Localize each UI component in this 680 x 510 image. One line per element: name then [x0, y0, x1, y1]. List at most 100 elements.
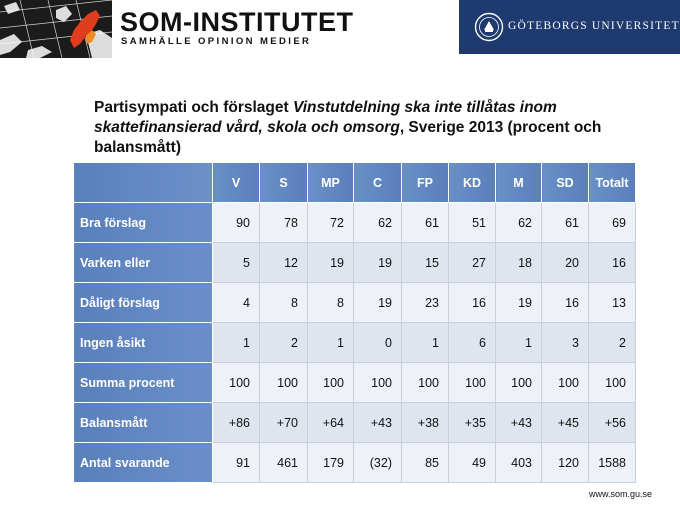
table-cell: 27 — [448, 242, 496, 283]
row-label: Ingen åsikt — [73, 322, 213, 363]
table-cell: +86 — [212, 402, 260, 443]
table-cell: 72 — [307, 202, 354, 243]
table-cell: +56 — [588, 402, 636, 443]
table-cell: 61 — [401, 202, 449, 243]
column-header: Totalt — [588, 162, 636, 203]
row-label: Balansmått — [73, 402, 213, 443]
table-cell: 51 — [448, 202, 496, 243]
table-cell: 100 — [259, 362, 308, 403]
table-cell: 8 — [307, 282, 354, 323]
table-row: Varken eller 5 12 19 19 15 27 18 20 16 — [73, 242, 636, 283]
table-cell: 23 — [401, 282, 449, 323]
table-cell: 62 — [495, 202, 542, 243]
university-name: GÖTEBORGS UNIVERSITET — [508, 20, 680, 32]
column-header: S — [259, 162, 308, 203]
row-label: Bra förslag — [73, 202, 213, 243]
title-part-1: Partisympati och förslaget — [94, 99, 293, 116]
table-cell: 120 — [541, 442, 589, 483]
table-cell: (32) — [353, 442, 402, 483]
table-cell: 8 — [259, 282, 308, 323]
table-cell: 100 — [588, 362, 636, 403]
table-cell: 1 — [495, 322, 542, 363]
org-tagline: SAMHÄLLE OPINION MEDIER — [121, 36, 312, 47]
row-label: Summa procent — [73, 362, 213, 403]
table-cell: 1 — [307, 322, 354, 363]
table-cell: 3 — [541, 322, 589, 363]
table-cell: 2 — [259, 322, 308, 363]
table-cell: 0 — [353, 322, 402, 363]
table-cell: 13 — [588, 282, 636, 323]
header: SOM-INSTITUTET SAMHÄLLE OPINION MEDIER G… — [0, 0, 680, 58]
table-cell: 20 — [541, 242, 589, 283]
row-label: Dåligt förslag — [73, 282, 213, 323]
table-row: Ingen åsikt 1 2 1 0 1 6 1 3 2 — [73, 322, 636, 363]
university-banner — [459, 0, 680, 54]
table-cell: 61 — [541, 202, 589, 243]
table-cell: +45 — [541, 402, 589, 443]
table-cell: 100 — [353, 362, 402, 403]
table-row: Dåligt förslag 4 8 8 19 23 16 19 16 13 — [73, 282, 636, 323]
column-header: M — [495, 162, 542, 203]
table-cell: 5 — [212, 242, 260, 283]
table-cell: 19 — [353, 282, 402, 323]
table-cell: +43 — [353, 402, 402, 443]
row-label: Varken eller — [73, 242, 213, 283]
results-table: V S MP C FP KD M SD Totalt Bra förslag 9… — [73, 162, 636, 483]
table-cell: 16 — [448, 282, 496, 323]
table-cell: 100 — [401, 362, 449, 403]
column-header: V — [212, 162, 260, 203]
title-part-3: , Sverige 2013 (procent och balansmått) — [94, 119, 602, 156]
table-cell: +43 — [495, 402, 542, 443]
column-header: KD — [448, 162, 496, 203]
table-cell: +38 — [401, 402, 449, 443]
table-row: Bra förslag 90 78 72 62 61 51 62 61 69 — [73, 202, 636, 243]
table-cell: 179 — [307, 442, 354, 483]
row-label: Antal svarande — [73, 442, 213, 483]
table-cell: 62 — [353, 202, 402, 243]
header-row: V S MP C FP KD M SD Totalt — [73, 162, 636, 203]
table-cell: 16 — [588, 242, 636, 283]
table-cell: 100 — [212, 362, 260, 403]
table-cell: 18 — [495, 242, 542, 283]
table-cell: 403 — [495, 442, 542, 483]
table-cell: 91 — [212, 442, 260, 483]
table-cell: 4 — [212, 282, 260, 323]
table-cell: 85 — [401, 442, 449, 483]
scandinavia-map-logo — [0, 0, 112, 58]
table-cell: 15 — [401, 242, 449, 283]
column-header: MP — [307, 162, 354, 203]
column-header: FP — [401, 162, 449, 203]
table-cell: 19 — [495, 282, 542, 323]
table-cell: 1 — [401, 322, 449, 363]
table-cell: +64 — [307, 402, 354, 443]
table-cell: 90 — [212, 202, 260, 243]
page-title: Partisympati och förslaget Vinstutdelnin… — [94, 98, 654, 158]
table-cell: 19 — [307, 242, 354, 283]
org-name: SOM-INSTITUTET — [120, 7, 354, 37]
table-cell: 16 — [541, 282, 589, 323]
column-header: C — [353, 162, 402, 203]
table-cell: +70 — [259, 402, 308, 443]
table-cell: 12 — [259, 242, 308, 283]
table-cell: 100 — [307, 362, 354, 403]
table-cell: 49 — [448, 442, 496, 483]
table-cell: 6 — [448, 322, 496, 363]
table-cell: 1 — [212, 322, 260, 363]
table-cell: 1588 — [588, 442, 636, 483]
table-cell: 78 — [259, 202, 308, 243]
table-row: Balansmått +86 +70 +64 +43 +38 +35 +43 +… — [73, 402, 636, 443]
table-cell: 461 — [259, 442, 308, 483]
column-header: SD — [541, 162, 589, 203]
table-cell: +35 — [448, 402, 496, 443]
table-row: Summa procent 100 100 100 100 100 100 10… — [73, 362, 636, 403]
table-cell: 2 — [588, 322, 636, 363]
corner-cell — [73, 162, 213, 203]
table-row: Antal svarande 91 461 179 (32) 85 49 403… — [73, 442, 636, 483]
table-cell: 100 — [448, 362, 496, 403]
table-cell: 69 — [588, 202, 636, 243]
table-cell: 100 — [541, 362, 589, 403]
footer-url[interactable]: www.som.gu.se — [588, 489, 652, 499]
title-proposal-italic: Vinstutdelning ska inte tillåtas inom sk… — [94, 99, 557, 136]
table-cell: 19 — [353, 242, 402, 283]
table-cell: 100 — [495, 362, 542, 403]
